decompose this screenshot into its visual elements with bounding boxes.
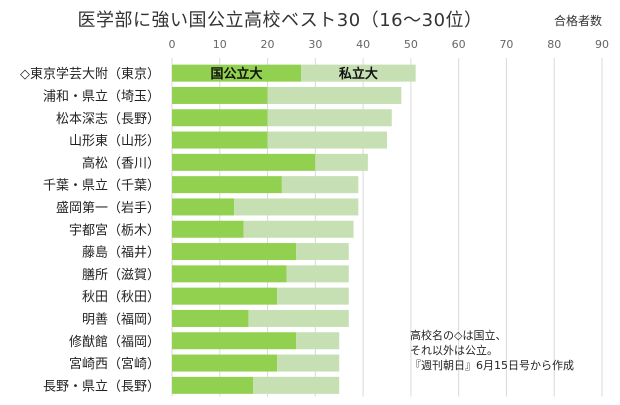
- note-line-2: それ以外は公立。: [410, 344, 498, 357]
- bar-national-public: [172, 265, 287, 283]
- x-tick-label: 80: [547, 38, 561, 51]
- category-label: 膳所（滋賀）: [82, 267, 160, 283]
- category-label: 山形東（山形）: [69, 133, 160, 149]
- bar-national-public: [172, 376, 254, 394]
- bar-private: [281, 176, 359, 194]
- category-label: 宮崎西（宮崎）: [69, 356, 160, 372]
- x-tick-label: 10: [213, 38, 227, 51]
- category-label: 明善（福岡）: [82, 311, 160, 327]
- category-label: 松本深志（長野）: [56, 112, 160, 127]
- bar-national-public: [172, 287, 278, 305]
- bar-national-public: [172, 153, 316, 171]
- bar-private: [248, 309, 349, 327]
- bar-national-public: [172, 332, 297, 350]
- bar-national-public: [172, 198, 235, 216]
- bar-private: [234, 198, 359, 216]
- x-tick-label: 20: [261, 38, 275, 51]
- bar-private: [253, 376, 340, 394]
- bar-national-public: [172, 176, 282, 194]
- category-label: 盛岡第一（岩手）: [56, 201, 160, 216]
- bar-private: [267, 131, 387, 149]
- category-label: ◇東京学芸大附（東京）: [20, 66, 160, 82]
- bar-national-public: [172, 220, 244, 238]
- bar-national-public: [172, 86, 268, 104]
- bar-private: [277, 287, 349, 305]
- bar-private: [267, 86, 402, 104]
- source-note: 高校名の◇は国立、 それ以外は公立。 『週刊朝日』6月15日号から作成: [410, 328, 574, 373]
- bar-private: [315, 153, 368, 171]
- unit-label: 合格者数: [553, 14, 602, 28]
- category-label: 藤島（福井）: [82, 246, 160, 261]
- bar-private: [286, 265, 349, 283]
- bar-national-public: [172, 243, 297, 261]
- x-tick-label: 40: [356, 38, 370, 51]
- x-tick-label: 60: [452, 38, 466, 51]
- bar-national-public: [172, 109, 268, 127]
- category-label: 浦和・県立（埼玉）: [43, 89, 160, 104]
- x-tick-label: 70: [499, 38, 513, 51]
- bar-national-public: [172, 309, 249, 327]
- x-tick-label: 90: [595, 38, 609, 51]
- x-tick-label: 0: [169, 38, 176, 51]
- bar-national-public: [172, 64, 301, 82]
- note-line-3: 『週刊朝日』6月15日号から作成: [410, 359, 574, 372]
- legend-private: 私立大: [339, 66, 378, 82]
- legend-national-public: 国公立大: [210, 66, 262, 82]
- category-label: 千葉・県立（千葉）: [43, 179, 160, 194]
- bar-private: [296, 332, 340, 350]
- category-label: 高松（香川）: [82, 155, 160, 171]
- category-label: 長野・県立（長野）: [43, 379, 160, 394]
- bar-private: [301, 64, 416, 82]
- x-tick-label: 50: [404, 38, 418, 51]
- bar-private: [296, 243, 349, 261]
- category-label: 宇都宮（栃木）: [69, 222, 160, 238]
- category-label: 秋田（秋田）: [82, 290, 160, 305]
- bar-national-public: [172, 354, 278, 372]
- chart-title: 医学部に強い国公立高校ベスト30（16〜30位）: [77, 10, 483, 31]
- bar-private: [277, 354, 340, 372]
- x-tick-label: 30: [308, 38, 322, 51]
- category-label: 修猷館（福岡）: [69, 335, 160, 350]
- bar-private: [267, 109, 392, 127]
- bar-private: [243, 220, 354, 238]
- bar-national-public: [172, 131, 268, 149]
- note-line-1: 高校名の◇は国立、: [410, 329, 507, 342]
